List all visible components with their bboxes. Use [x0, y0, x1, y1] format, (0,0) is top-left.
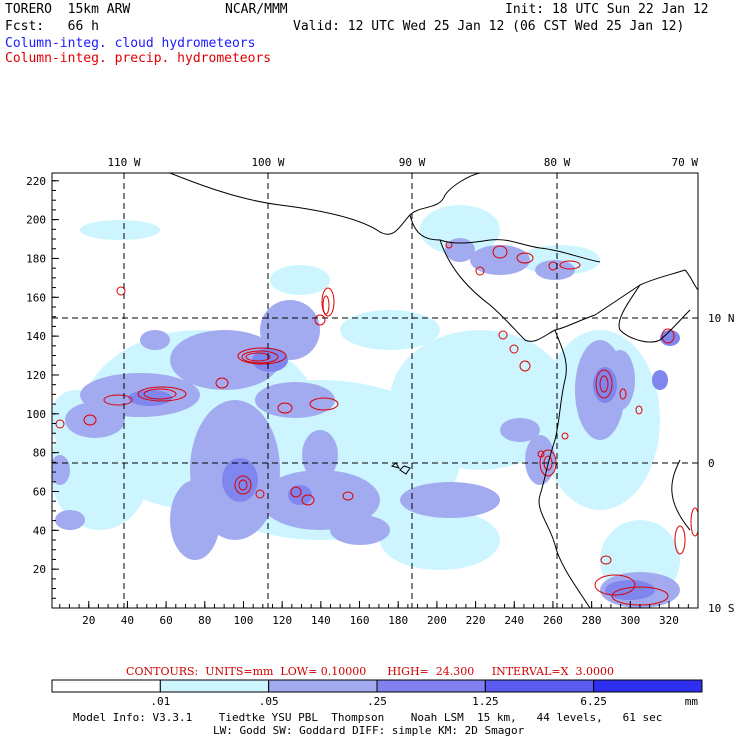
colorbar-swatch: [593, 679, 703, 693]
cloud-hydrometeor-field: [52, 205, 680, 608]
x-tick-label: 100: [234, 614, 254, 627]
colorbar-swatch: [484, 679, 595, 693]
colorbar-swatch: [159, 679, 270, 693]
x-tick-label: 280: [582, 614, 602, 627]
longitude-label: 70 W: [672, 156, 699, 169]
longitude-label: 100 W: [251, 156, 284, 169]
x-tick-label: 300: [620, 614, 640, 627]
model-info-line2: LW: Godd SW: Goddard DIFF: simple KM: 2D…: [213, 724, 525, 737]
colorbar-label: 6.25: [580, 695, 607, 708]
y-tick-label: 220: [26, 175, 46, 188]
x-tick-label: 120: [272, 614, 292, 627]
contours-info: CONTOURS: UNITS=mm LOW= 0.10000 HIGH= 24…: [126, 665, 614, 678]
y-tick-label: 20: [33, 563, 46, 576]
legend-cloud: Column-integ. cloud hydrometeors: [5, 36, 256, 51]
x-tick-label: 160: [350, 614, 370, 627]
x-tick-label: 320: [659, 614, 679, 627]
coastlines: [169, 173, 698, 608]
x-tick-label: 200: [427, 614, 447, 627]
axis-tick-labels: 20 40 60 80 100 120 140 160 180 200 220 240 260 280 30…: [26, 156, 734, 627]
model-info-line1: Model Info: V3.3.1 Tiedtke YSU PBL Thomp…: [73, 711, 663, 724]
latlon-grid: [52, 173, 698, 608]
x-tick-label: 260: [543, 614, 563, 627]
y-tick-label: 180: [26, 252, 46, 265]
x-tick-label: 240: [504, 614, 524, 627]
colorbar-label: .01: [150, 695, 170, 708]
axis-ticks: [52, 173, 699, 609]
latitude-label: 10 S: [708, 602, 735, 615]
colorbar-label: 1.25: [472, 695, 499, 708]
y-tick-label: 40: [33, 524, 46, 537]
center-name: NCAR/MMM: [225, 2, 288, 17]
x-tick-label: 20: [82, 614, 95, 627]
x-tick-label: 220: [466, 614, 486, 627]
latitude-label: 0: [708, 457, 715, 470]
colorbar-swatch: [51, 679, 161, 693]
longitude-label: 110 W: [107, 156, 140, 169]
y-tick-label: 120: [26, 369, 46, 382]
longitude-label: 80 W: [544, 156, 571, 169]
y-tick-label: 100: [26, 408, 46, 421]
colorbar-label: .25: [367, 695, 387, 708]
colorbar-swatch: [268, 679, 378, 693]
colorbar-label: mm: [685, 695, 699, 708]
forecast-hour: Fcst: 66 h: [5, 19, 99, 34]
y-tick-label: 80: [33, 447, 46, 460]
colorbar-swatch: [376, 679, 486, 693]
x-tick-label: 40: [121, 614, 134, 627]
model-name: TORERO 15km ARW: [5, 2, 131, 17]
plot-frame: [51, 172, 699, 609]
colorbar: .01 .05 .25 1.25 6.25 mm: [51, 679, 703, 708]
legend-precip: Column-integ. precip. hydrometeors: [5, 51, 272, 66]
x-tick-label: 60: [159, 614, 172, 627]
x-tick-label: 140: [311, 614, 331, 627]
latitude-label: 10 N: [708, 312, 735, 325]
y-tick-label: 200: [26, 214, 46, 227]
y-tick-label: 60: [33, 485, 46, 498]
x-tick-label: 180: [388, 614, 408, 627]
init-time: Init: 18 UTC Sun 22 Jan 12: [505, 2, 709, 17]
longitude-label: 90 W: [399, 156, 426, 169]
valid-time: Valid: 12 UTC Wed 25 Jan 12 (06 CST Wed …: [293, 19, 685, 34]
y-tick-label: 140: [26, 330, 46, 343]
x-tick-label: 80: [198, 614, 211, 627]
colorbar-label: .05: [259, 695, 279, 708]
y-tick-label: 160: [26, 291, 46, 304]
